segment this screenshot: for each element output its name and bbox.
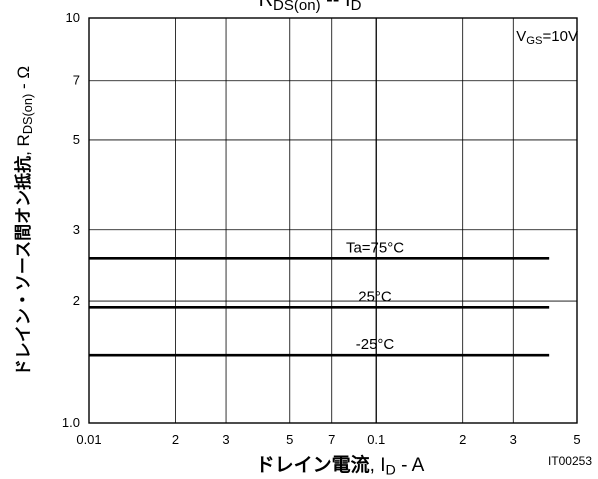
x-tick-labels: 0.01 2 3 5 7 0.1 2 3 5 [76, 432, 580, 447]
y-tick-label: 3 [73, 222, 80, 237]
x-axis-label: ドレイン電流, ID - A [255, 454, 425, 479]
y-tick-label: 7 [73, 73, 80, 88]
grid [89, 18, 577, 423]
x-tick-label: 2 [172, 432, 179, 447]
x-tick-label: 2 [459, 432, 466, 447]
x-tick-label: 5 [286, 432, 293, 447]
x-tick-label: 0.1 [367, 432, 385, 447]
y-tick-label: 2 [73, 293, 80, 308]
y-axis-label: ドレイン・ソース間オン抵抗, RDS(on) - Ω [14, 65, 36, 377]
figure-id: IT00253 [547, 454, 592, 468]
series-lines: Ta=75°C 25°C -25°C [89, 239, 550, 357]
x-tick-label: 5 [573, 432, 580, 447]
y-tick-label: 5 [73, 132, 80, 147]
plot-frame [88, 17, 578, 424]
x-tick-label: 0.01 [76, 432, 101, 447]
y-tick-label: 1.0 [62, 415, 80, 430]
x-tick-label: 3 [510, 432, 517, 447]
y-tick-labels: 1.0 2 3 5 7 10 [62, 10, 80, 430]
x-tick-label: 7 [328, 432, 335, 447]
series-label: 25°C [358, 288, 392, 305]
condition-label: VGS=10V [516, 28, 578, 47]
chart-title: RDS(on) -- ID [258, 0, 362, 14]
y-tick-label: 10 [66, 10, 80, 25]
x-tick-label: 3 [222, 432, 229, 447]
series-label: -25°C [356, 336, 395, 353]
series-label: Ta=75°C [346, 239, 404, 256]
